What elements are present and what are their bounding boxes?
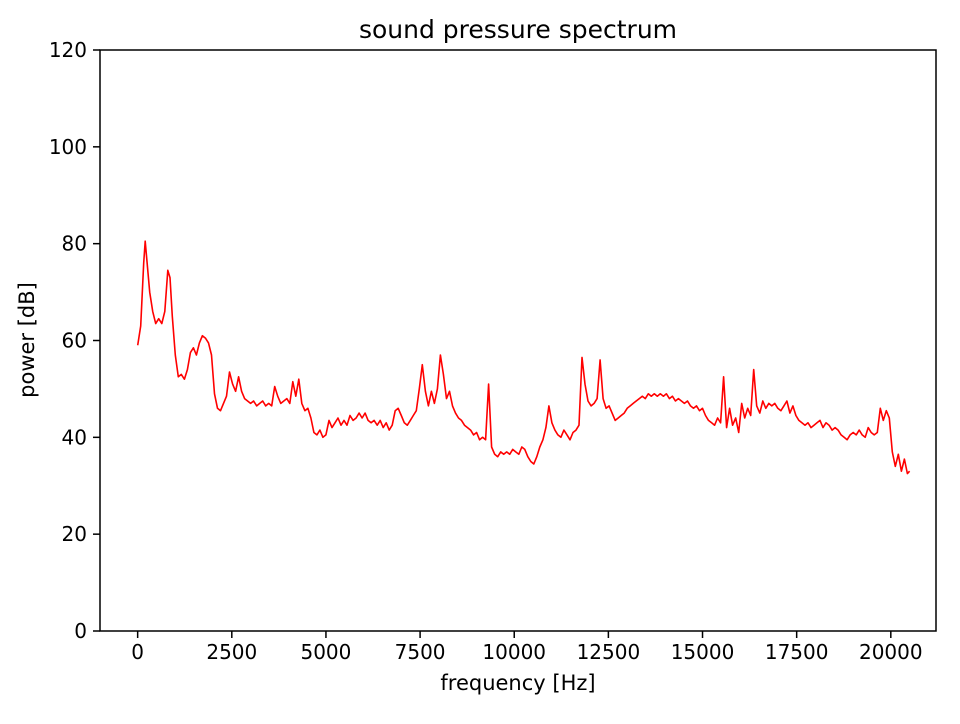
- x-tick-label: 0: [131, 640, 144, 664]
- x-tick-label: 15000: [671, 640, 735, 664]
- chart-title: sound pressure spectrum: [359, 15, 677, 44]
- x-tick-label: 7500: [395, 640, 446, 664]
- y-tick-label: 20: [62, 522, 87, 546]
- y-tick-label: 80: [62, 232, 87, 256]
- spectrum-line: [136, 240, 911, 475]
- x-tick-label: 20000: [859, 640, 923, 664]
- x-axis-ticks: 0 2500 5000 7500 10000 12500 15000 17500 20000: [131, 631, 923, 664]
- y-tick-label: 100: [49, 135, 87, 159]
- y-axis-label: power [dB]: [15, 282, 39, 398]
- y-tick-label: 60: [62, 329, 87, 353]
- y-tick-label: 0: [74, 619, 87, 643]
- y-axis-ticks: 0 20 40 60 80 100 120: [49, 38, 100, 643]
- plot-area: [99, 49, 937, 632]
- x-tick-label: 10000: [482, 640, 546, 664]
- x-axis-label: frequency [Hz]: [440, 671, 595, 695]
- y-tick-label: 120: [49, 38, 87, 62]
- x-tick-label: 12500: [577, 640, 641, 664]
- y-tick-label: 40: [62, 425, 87, 449]
- x-tick-label: 17500: [765, 640, 829, 664]
- x-tick-label: 2500: [206, 640, 257, 664]
- x-tick-label: 5000: [300, 640, 351, 664]
